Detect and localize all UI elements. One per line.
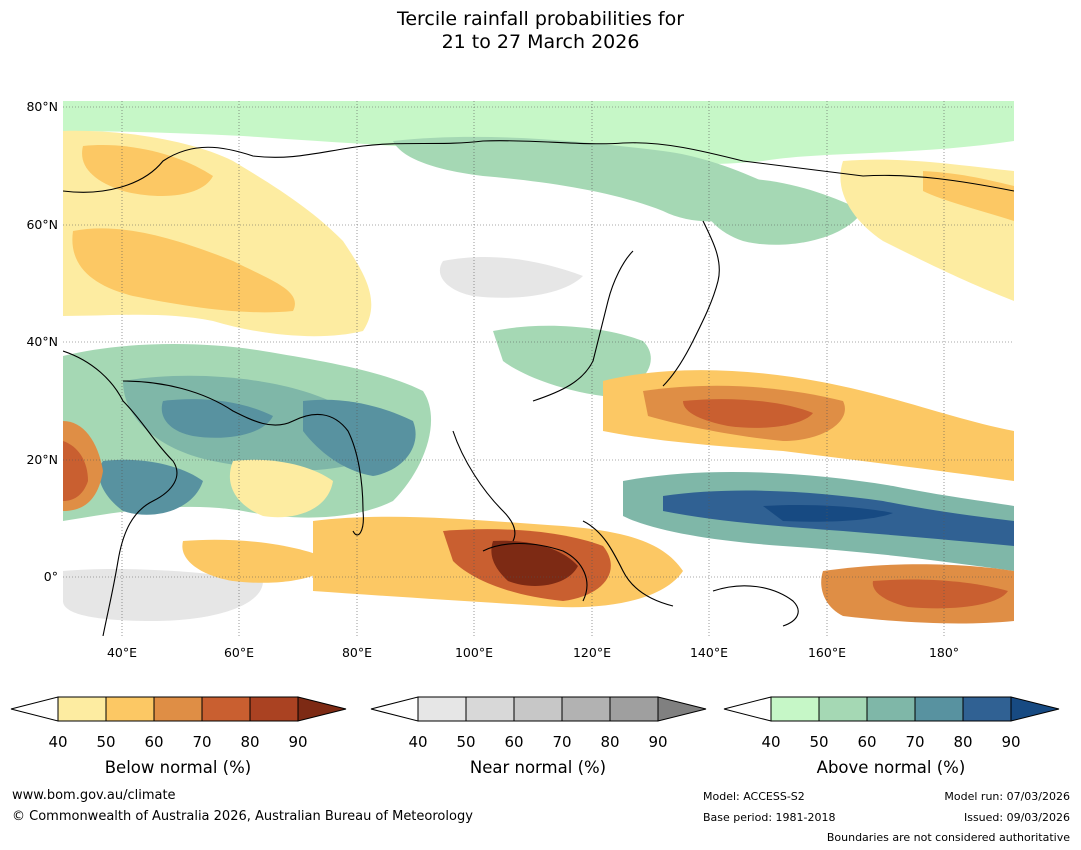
- lon-label-140e: 140°E: [689, 645, 728, 660]
- above-normal-label: Above normal (%): [816, 758, 966, 777]
- central-asia-near-region: [439, 256, 583, 298]
- above-swatch-70: [914, 696, 964, 722]
- india-above-core: [303, 399, 416, 476]
- rainfall-probability-map: [63, 101, 1014, 636]
- lat-label-40n: 40°N: [26, 334, 58, 349]
- below-extend-high: [297, 696, 347, 722]
- south-pacific-below-core: [872, 579, 1008, 609]
- below-swatch-40: [57, 696, 107, 722]
- issued-text: Issued: 09/03/2026: [963, 811, 1070, 824]
- near-swatch-70: [561, 696, 611, 722]
- above-tick-60: 60: [857, 733, 877, 751]
- colorbar-near-normal: [370, 696, 707, 722]
- china-above-region: [493, 325, 651, 396]
- below-swatch-60: [153, 696, 203, 722]
- west-pacific-below-strong: [683, 399, 813, 428]
- above-extend-low: [723, 696, 772, 722]
- near-swatch-60: [513, 696, 563, 722]
- above-tick-90: 90: [1001, 733, 1021, 751]
- coastlines: [63, 140, 1014, 636]
- africa-below-core: [63, 441, 88, 501]
- near-tick-60: 60: [504, 733, 524, 751]
- above-tick-50: 50: [809, 733, 829, 751]
- title-line-1: Tercile rainfall probabilities for: [396, 8, 685, 30]
- lat-label-0: 0°: [43, 569, 58, 584]
- lat-label-20n: 20°N: [26, 452, 58, 467]
- above-tick-70: 70: [905, 733, 925, 751]
- above-tick-80: 80: [953, 733, 973, 751]
- above-extend-high: [1010, 696, 1060, 722]
- below-swatch-70: [201, 696, 251, 722]
- below-extend-low: [10, 696, 59, 722]
- graticule: [63, 101, 1014, 636]
- above-tick-40: 40: [761, 733, 781, 751]
- below-swatch-80: [249, 696, 299, 722]
- near-swatch-50: [465, 696, 515, 722]
- below-tick-80: 80: [240, 733, 260, 751]
- arabian-sea-below-region: [229, 459, 333, 518]
- lon-label-40e: 40°E: [106, 645, 138, 660]
- probability-field: [63, 101, 1014, 624]
- above-swatch-50: [818, 696, 868, 722]
- near-normal-label: Near normal (%): [469, 758, 607, 777]
- above-swatch-80: [962, 696, 1012, 722]
- siberia-above-region: [393, 136, 783, 222]
- south-indian-near-region: [63, 569, 263, 621]
- lat-label-80n: 80°N: [26, 99, 58, 114]
- disclaimer-text: Boundaries are not considered authoritat…: [826, 831, 1070, 844]
- title-line-2: 21 to 27 March 2026: [441, 31, 640, 53]
- lat-label-60n: 60°N: [26, 217, 58, 232]
- near-swatch-80: [609, 696, 659, 722]
- lon-label-160e: 160°E: [807, 645, 846, 660]
- near-extend-high: [657, 696, 707, 722]
- arctic-above-region: [63, 101, 1014, 165]
- near-extend-low: [370, 696, 419, 722]
- lon-label-180: 180°: [928, 645, 960, 660]
- model-text: Model: ACCESS-S2: [703, 790, 805, 803]
- pacific-above-strong: [763, 504, 893, 522]
- lon-label-60e: 60°E: [223, 645, 255, 660]
- northeast-below-core: [923, 171, 1014, 221]
- above-swatch-60: [866, 696, 916, 722]
- map-title: Tercile rainfall probabilities for 21 to…: [0, 8, 1081, 54]
- lon-label-100e: 100°E: [454, 645, 493, 660]
- near-tick-90: 90: [648, 733, 668, 751]
- below-tick-40: 40: [48, 733, 68, 751]
- map-canvas: [63, 101, 1014, 636]
- colorbar-above-normal: [723, 696, 1060, 722]
- base-period-text: Base period: 1981-2018: [703, 811, 836, 824]
- lon-label-120e: 120°E: [572, 645, 611, 660]
- colorbar-below-normal: [10, 696, 347, 722]
- below-tick-60: 60: [144, 733, 164, 751]
- copyright-text: © Commonwealth of Australia 2026, Austra…: [12, 809, 473, 824]
- source-link[interactable]: www.bom.gov.au/climate: [12, 788, 176, 803]
- above-swatch-40: [770, 696, 820, 722]
- near-tick-80: 80: [600, 733, 620, 751]
- near-tick-40: 40: [408, 733, 428, 751]
- below-swatch-50: [105, 696, 155, 722]
- borneo-below-strong: [491, 540, 578, 586]
- arabia-above-strong: [161, 399, 273, 438]
- below-tick-90: 90: [288, 733, 308, 751]
- south-indian-below-region: [182, 539, 333, 583]
- near-tick-70: 70: [552, 733, 572, 751]
- near-swatch-40: [417, 696, 467, 722]
- below-normal-label: Below normal (%): [104, 758, 252, 777]
- below-tick-70: 70: [192, 733, 212, 751]
- russia-below-core: [82, 145, 214, 196]
- east-siberia-above-region: [700, 178, 863, 245]
- below-tick-50: 50: [96, 733, 116, 751]
- near-tick-50: 50: [456, 733, 476, 751]
- lon-label-80e: 80°E: [341, 645, 373, 660]
- west-asia-below-core: [72, 228, 295, 313]
- model-run-text: Model run: 07/03/2026: [944, 790, 1070, 803]
